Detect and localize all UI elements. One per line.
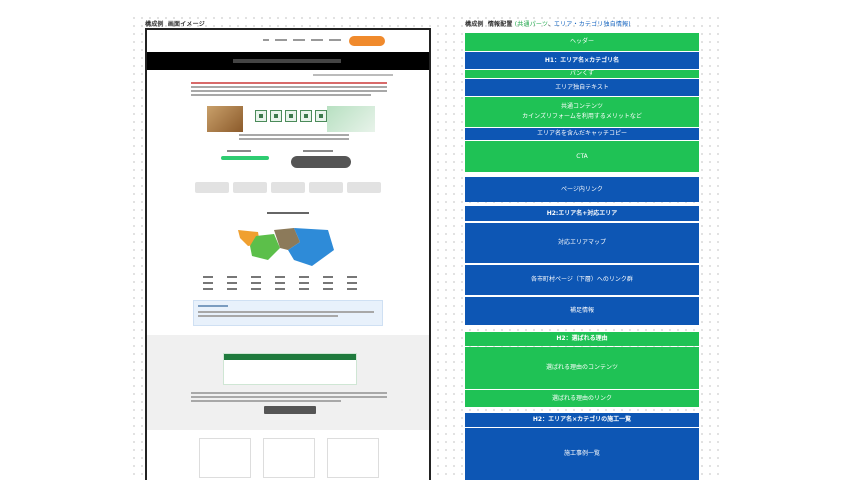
mock-case-card	[327, 438, 379, 478]
wf-h2-reasons: H2：選ばれる理由	[465, 332, 699, 346]
wf-area-map: 対応エリアマップ	[465, 223, 699, 263]
mock-text	[191, 86, 387, 88]
wf-page-links: ページ内リンク	[465, 177, 699, 202]
wf-h2-cases: H2：エリア名×カテゴリの施工一覧	[465, 413, 699, 427]
mock-title-bar	[147, 52, 429, 70]
mock-nav	[263, 39, 341, 41]
mock-text	[191, 90, 387, 92]
mock-anchor-link	[233, 182, 267, 193]
mock-photo	[327, 106, 375, 132]
mock-area-map	[238, 228, 334, 266]
mock-text	[227, 150, 251, 152]
mock-case-card	[199, 438, 251, 478]
mock-breadcrumb	[313, 74, 393, 76]
mock-reasons-link	[264, 406, 316, 414]
mock-supplement-box	[193, 300, 383, 326]
mock-header	[147, 30, 429, 52]
mock-text	[239, 138, 349, 140]
mock-h2	[267, 212, 309, 214]
page-mockup	[145, 28, 431, 480]
mock-text	[191, 94, 371, 96]
wf-reasons-link: 選ばれる理由のリンク	[465, 390, 699, 407]
mock-anchor-link	[309, 182, 343, 193]
wf-supplement: 補足情報	[465, 297, 699, 325]
wf-area-text: エリア独自テキスト	[465, 79, 699, 96]
left-section-label: 構成例 画面イメージ	[145, 21, 205, 28]
mock-anchor-link	[195, 182, 229, 193]
wf-breadcrumb: パンくず	[465, 70, 699, 78]
wf-catchcopy: エリア名を含んだキャッチコピー	[465, 128, 699, 140]
wf-case-list: 施工事例一覧	[465, 428, 699, 480]
mock-icon-row	[255, 110, 327, 122]
mock-anchor-link	[271, 182, 305, 193]
mock-form-button	[291, 156, 351, 168]
mock-anchor-link	[347, 182, 381, 193]
wf-reasons-content: 選ばれる理由のコンテンツ	[465, 347, 699, 389]
mock-reasons-card	[223, 353, 357, 385]
wf-header: ヘッダー	[465, 33, 699, 51]
wf-city-links: 各市町村ページ（下層）へのリンク群	[465, 265, 699, 295]
right-section-label: 構成例 情報配置 (共通パーツ、エリア・カテゴリ独自情報)	[465, 21, 631, 28]
mock-text	[303, 150, 333, 152]
mock-text	[191, 82, 387, 84]
mock-phone	[221, 156, 269, 160]
mock-header-cta	[349, 36, 385, 46]
mock-case-card	[263, 438, 315, 478]
wf-common-content: 共通コンテンツ カインズリフォームを利用するメリットなど	[465, 97, 699, 127]
wf-cta: CTA	[465, 141, 699, 172]
mock-photo	[207, 106, 243, 132]
wf-h1: H1：エリア名×カテゴリ名	[465, 52, 699, 69]
mock-text	[239, 134, 349, 136]
wf-h2-area: H2:エリア名+対応エリア	[465, 206, 699, 221]
